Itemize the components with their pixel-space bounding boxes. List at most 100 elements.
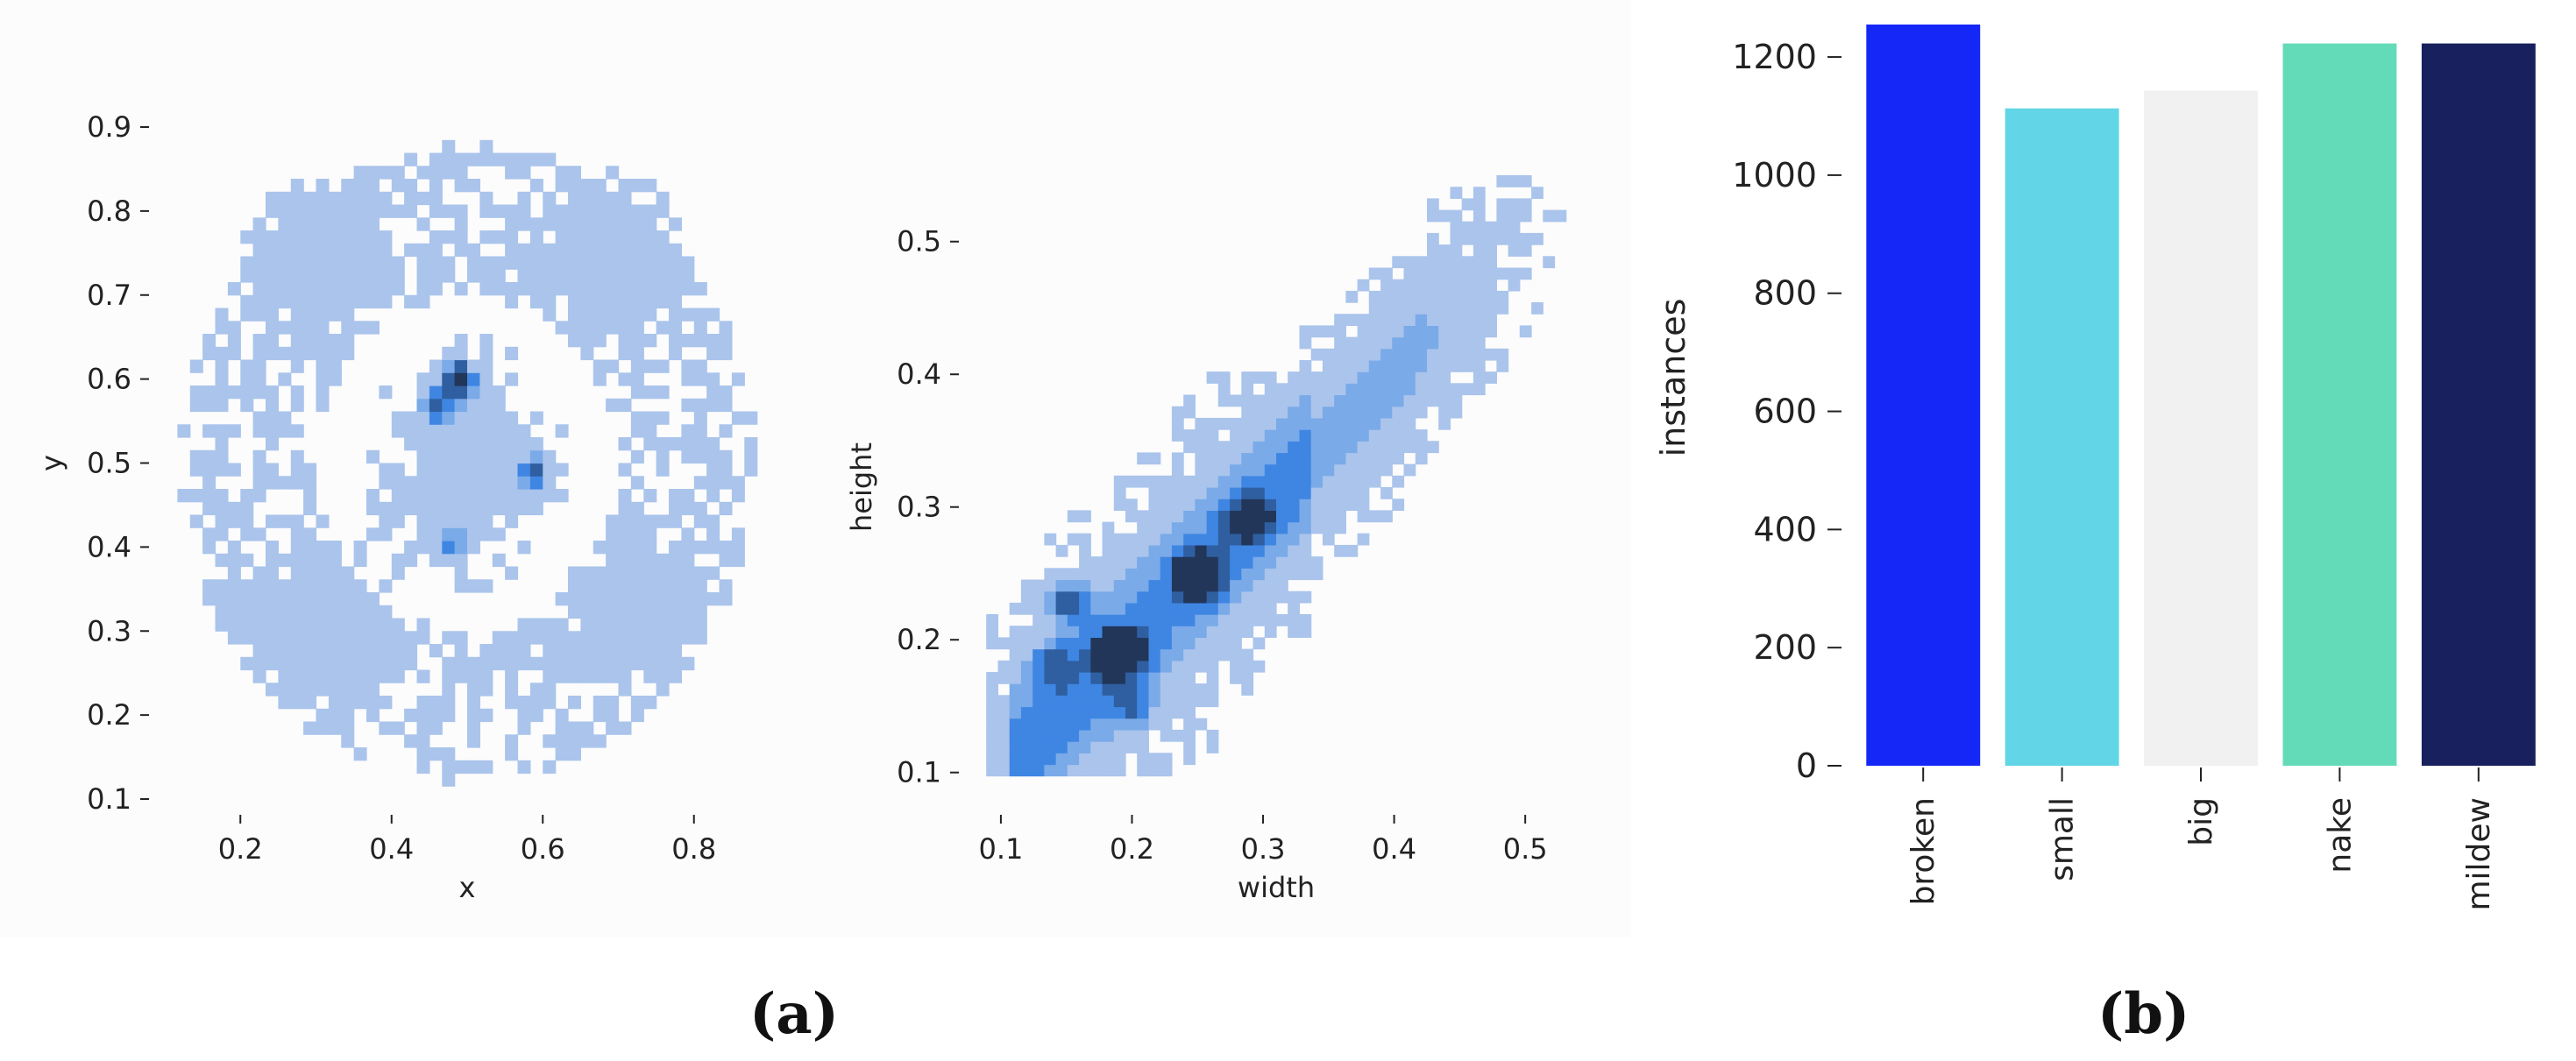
- heatmap-cell: [669, 294, 682, 309]
- heatmap-cell: [316, 334, 330, 348]
- heatmap-cell: [266, 424, 279, 438]
- heatmap-cell: [505, 566, 519, 580]
- heatmap-cell: [227, 282, 241, 296]
- heatmap-cell: [416, 514, 430, 528]
- heatmap-cell: [316, 230, 330, 244]
- heatmap-cell: [1183, 718, 1196, 731]
- category-label: big: [2183, 797, 2219, 846]
- heatmap-cell: [1438, 336, 1451, 350]
- heatmap-cell: [1427, 232, 1439, 245]
- heatmap-cell: [1148, 521, 1161, 534]
- heatmap-cell: [630, 656, 644, 671]
- heatmap-cell: [997, 660, 1011, 673]
- heatmap-cell: [227, 579, 241, 593]
- x-axis-label: width: [1238, 871, 1315, 904]
- heatmap-cell: [1148, 706, 1161, 719]
- heatmap-cell: [1392, 256, 1405, 269]
- heatmap-cell: [669, 321, 682, 335]
- heatmap-cell: [328, 696, 342, 710]
- heatmap-cell: [454, 644, 468, 658]
- heatmap-cell: [416, 449, 430, 464]
- heatmap-cell: [643, 566, 657, 580]
- heatmap-cell: [1206, 626, 1219, 638]
- heatmap-cell: [353, 592, 367, 606]
- heatmap-cell: [1322, 371, 1335, 384]
- heatmap-cell: [1009, 672, 1022, 684]
- heatmap-cell: [328, 683, 342, 697]
- heatmap-cell: [1403, 360, 1416, 372]
- heatmap-cell: [391, 476, 405, 490]
- heatmap-cell: [618, 179, 632, 193]
- heatmap-cell: [442, 359, 456, 373]
- heatmap-cell: [479, 424, 493, 438]
- heatmap-cell: [379, 721, 393, 735]
- heatmap-cell: [568, 566, 581, 580]
- heatmap-cell: [240, 230, 254, 244]
- heatmap-cell: [1345, 336, 1359, 350]
- heatmap-cell: [505, 656, 519, 671]
- heatmap-cell: [1392, 383, 1405, 396]
- heatmap-cell: [529, 618, 543, 632]
- heatmap-cell: [1230, 429, 1242, 442]
- heatmap-cell: [693, 618, 707, 632]
- heatmap-cell: [278, 514, 292, 528]
- heatmap-cell: [1241, 463, 1254, 477]
- heatmap-cell: [1102, 660, 1115, 673]
- heatmap-cell: [202, 424, 216, 438]
- heatmap-cell: [479, 398, 493, 413]
- heatmap-cell: [341, 656, 355, 671]
- heatmap-cell: [404, 734, 418, 748]
- heatmap-cell: [1438, 348, 1451, 361]
- heatmap-cell: [606, 514, 620, 528]
- heatmap-cell: [416, 411, 430, 425]
- heatmap-cell: [618, 334, 632, 348]
- heatmap-cell: [1264, 406, 1277, 419]
- heatmap-cell: [555, 747, 569, 761]
- heatmap-cell: [606, 527, 620, 541]
- heatmap-cell: [391, 618, 405, 632]
- heatmap-cell: [1230, 568, 1242, 581]
- heatmap-cell: [1137, 660, 1149, 673]
- heatmap-cell: [656, 514, 670, 528]
- heatmap-cell: [1102, 602, 1115, 615]
- heatmap-cell: [606, 243, 620, 258]
- heatmap-cell: [328, 605, 342, 619]
- heatmap-cell: [593, 605, 607, 619]
- heatmap-cell: [1125, 475, 1138, 488]
- heatmap-cell: [467, 708, 480, 723]
- heatmap-cell: [1148, 672, 1161, 684]
- heatmap-cell: [580, 592, 594, 606]
- heatmap-cell: [467, 449, 480, 464]
- heatmap-cell: [240, 294, 254, 309]
- heatmap-cell: [1496, 290, 1509, 303]
- heatmap-cell: [1531, 302, 1543, 315]
- heatmap-cell: [1183, 695, 1196, 708]
- heatmap-cell: [656, 282, 670, 296]
- heatmap-cell: [266, 398, 279, 413]
- heatmap-cell: [1113, 637, 1126, 650]
- heatmap-cell: [303, 204, 317, 218]
- heatmap-cell: [1171, 429, 1184, 442]
- heatmap-cell: [505, 217, 519, 231]
- heatmap-cell: [1137, 556, 1149, 569]
- heatmap-cell: [1113, 579, 1126, 592]
- heatmap-cell: [618, 501, 632, 516]
- heatmap-cell: [429, 424, 443, 438]
- heatmap-cell: [290, 618, 304, 632]
- heatmap-cell: [442, 463, 456, 477]
- heatmap-cell: [706, 346, 720, 361]
- heatmap-cell: [1264, 626, 1277, 638]
- heatmap-cell: [1392, 290, 1405, 303]
- heatmap-cell: [643, 437, 657, 451]
- heatmap-cell: [1020, 648, 1033, 661]
- heatmap-cell: [669, 514, 682, 528]
- heatmap-cell: [643, 217, 657, 231]
- heatmap-cell: [341, 644, 355, 658]
- heatmap-cell: [643, 656, 657, 671]
- heatmap-cell: [391, 411, 405, 425]
- heatmap-cell: [429, 449, 443, 464]
- heatmap-cell: [1368, 325, 1381, 338]
- heatmap-cell: [1241, 660, 1254, 673]
- heatmap-cell: [656, 204, 670, 218]
- heatmap-cell: [1345, 544, 1359, 557]
